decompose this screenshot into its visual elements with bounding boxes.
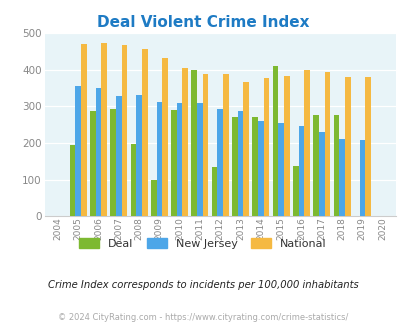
Bar [263, 79, 269, 216]
Bar [116, 96, 121, 216]
Bar [156, 102, 162, 216]
Bar [70, 145, 75, 216]
Bar [298, 126, 304, 216]
Bar [333, 115, 339, 216]
Bar [223, 74, 228, 216]
Bar [284, 76, 289, 216]
Bar [130, 144, 136, 216]
Bar [318, 132, 324, 216]
Bar [142, 50, 147, 216]
Bar [122, 45, 127, 216]
Bar [278, 123, 284, 216]
Bar [191, 70, 197, 216]
Bar [232, 116, 237, 216]
Bar [182, 68, 188, 216]
Bar [217, 109, 223, 216]
Bar [81, 44, 87, 216]
Bar [90, 111, 96, 216]
Bar [364, 77, 370, 216]
Bar [151, 180, 156, 216]
Bar [202, 74, 208, 216]
Bar [75, 86, 81, 216]
Bar [258, 120, 263, 216]
Text: © 2024 CityRating.com - https://www.cityrating.com/crime-statistics/: © 2024 CityRating.com - https://www.city… [58, 313, 347, 322]
Bar [101, 43, 107, 216]
Bar [110, 109, 116, 216]
Bar [292, 166, 298, 216]
Bar [252, 117, 258, 216]
Bar [359, 140, 364, 216]
Bar [339, 139, 344, 216]
Bar [96, 88, 101, 216]
Bar [272, 66, 278, 216]
Bar [171, 110, 177, 216]
Legend: Deal, New Jersey, National: Deal, New Jersey, National [75, 234, 330, 253]
Bar [304, 70, 309, 216]
Bar [344, 77, 350, 216]
Bar [211, 167, 217, 216]
Bar [162, 58, 168, 216]
Bar [197, 103, 202, 216]
Bar [237, 111, 243, 216]
Bar [313, 115, 318, 216]
Text: Deal Violent Crime Index: Deal Violent Crime Index [96, 15, 309, 30]
Bar [136, 95, 142, 216]
Bar [324, 72, 330, 216]
Text: Crime Index corresponds to incidents per 100,000 inhabitants: Crime Index corresponds to incidents per… [47, 280, 358, 290]
Bar [243, 82, 249, 216]
Bar [177, 103, 182, 216]
